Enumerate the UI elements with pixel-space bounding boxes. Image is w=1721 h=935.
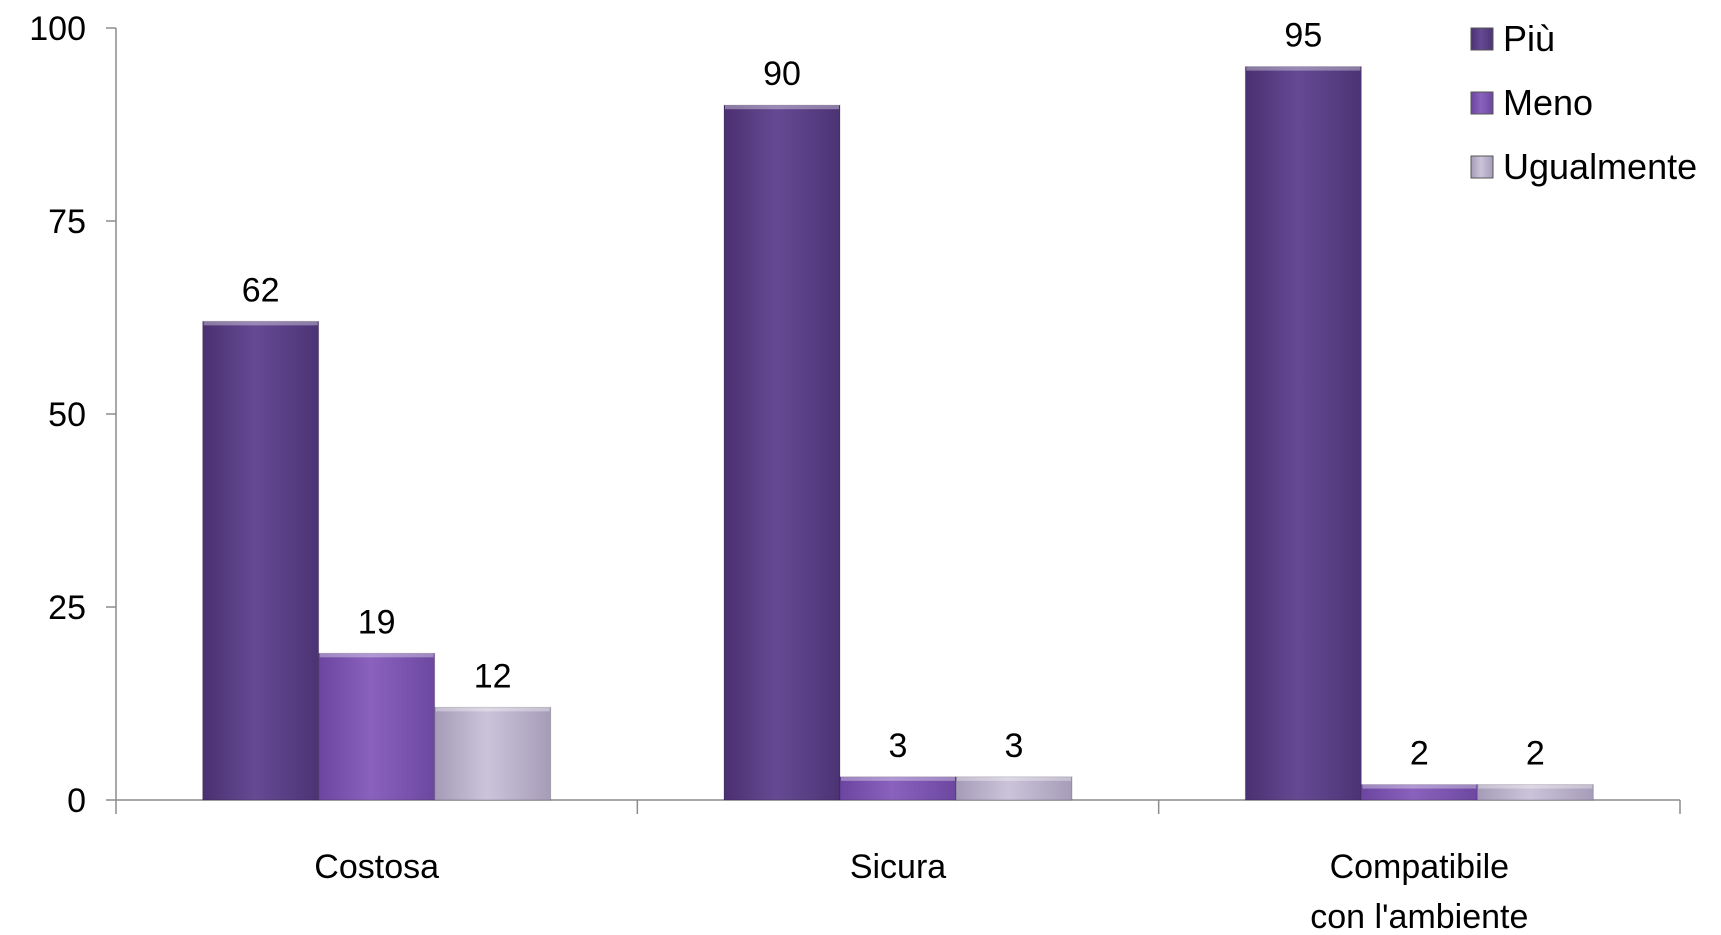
bar — [723, 104, 841, 801]
legend-label: Ugualmente — [1503, 146, 1697, 187]
y-tick-label: 25 — [48, 589, 86, 627]
y-tick-label: 0 — [67, 782, 86, 820]
legend-swatch — [1470, 155, 1494, 179]
bar-highlight — [203, 321, 318, 326]
y-tick-label: 100 — [29, 10, 86, 48]
bar-highlight — [957, 776, 1071, 781]
x-category-label: Sicura — [850, 848, 946, 886]
data-label: 2 — [1410, 735, 1429, 773]
legend-swatch — [1470, 27, 1494, 51]
legend: Più Meno Ugualmente — [1470, 18, 1697, 187]
bar-highlight — [319, 653, 434, 658]
legend-label: Più — [1503, 18, 1555, 59]
bar — [434, 706, 552, 801]
bar-highlight — [841, 776, 955, 781]
bar-highlight — [1362, 784, 1477, 789]
y-tick-label: 50 — [48, 396, 86, 434]
bar-highlight — [725, 105, 839, 110]
bars — [202, 66, 1594, 801]
bar-highlight — [1478, 784, 1593, 789]
data-label: 90 — [763, 55, 801, 93]
legend-label: Meno — [1503, 82, 1593, 123]
bar-highlight — [435, 707, 550, 712]
bar — [955, 776, 1073, 801]
bar — [318, 652, 436, 801]
bar-highlight — [1246, 66, 1361, 71]
bar — [202, 320, 320, 801]
data-label: 3 — [889, 727, 908, 765]
data-labels: 62 90 95 19 3 2 12 3 2 — [242, 17, 1545, 773]
data-label: 62 — [242, 271, 280, 309]
data-label: 19 — [358, 603, 396, 641]
axes: 0 25 50 75 100 Costosa Sicura Compatibile con l'… — [29, 10, 1681, 935]
y-tick-label: 75 — [48, 203, 86, 241]
bar — [1476, 784, 1594, 801]
bar — [1244, 66, 1362, 801]
x-category-label: Costosa — [314, 848, 439, 886]
data-label: 3 — [1005, 727, 1024, 765]
x-category-label: Compatibile con l'ambiente — [1310, 848, 1528, 935]
data-label: 95 — [1284, 17, 1322, 55]
legend-swatch — [1470, 91, 1494, 115]
data-label: 2 — [1526, 735, 1545, 773]
data-label: 12 — [474, 657, 512, 695]
